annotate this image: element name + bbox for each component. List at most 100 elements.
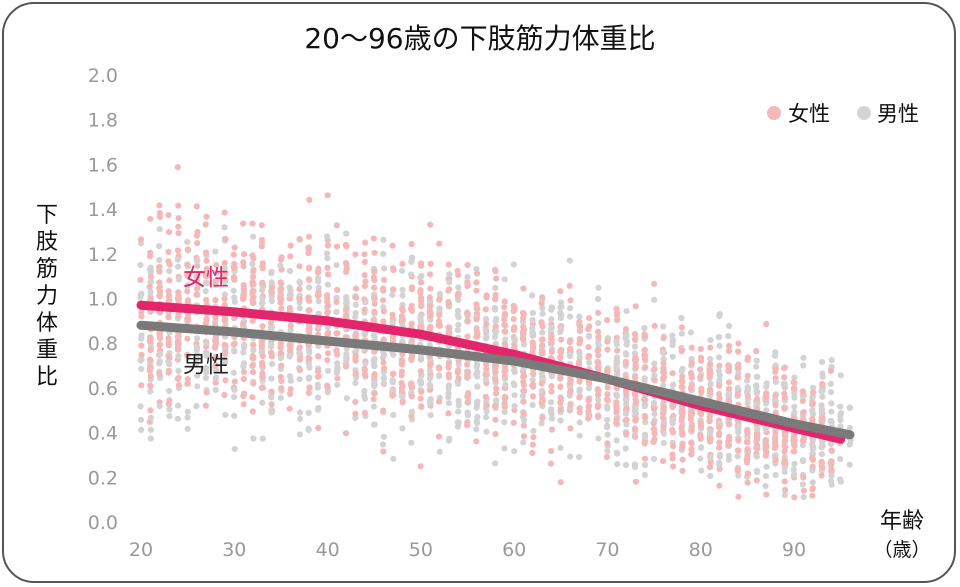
scatter-point — [772, 365, 779, 372]
scatter-point — [156, 330, 163, 337]
scatter-point — [380, 336, 387, 343]
scatter-point — [175, 276, 182, 283]
scatter-point — [548, 415, 556, 422]
scatter-point — [203, 257, 210, 264]
scatter-point — [520, 417, 528, 424]
scatter-point — [258, 243, 265, 250]
scatter-point — [501, 276, 508, 283]
scatter-point — [744, 377, 751, 384]
scatter-point — [240, 375, 247, 383]
scatter-point — [641, 331, 648, 338]
scatter-point — [660, 409, 667, 416]
scatter-point — [240, 320, 247, 327]
scatter-point — [390, 286, 397, 293]
scatter-point — [361, 258, 368, 266]
scatter-point — [762, 425, 769, 432]
scatter-point — [315, 298, 322, 305]
scatter-point — [213, 270, 220, 277]
scatter-point — [334, 351, 341, 358]
scatter-point — [623, 351, 630, 358]
scatter-point — [445, 330, 452, 337]
scatter-point — [539, 305, 546, 312]
scatter-point — [166, 406, 173, 413]
scatter-point — [165, 342, 172, 349]
scatter-point — [408, 254, 416, 261]
scatter-point — [380, 359, 387, 366]
scatter-point — [538, 300, 545, 307]
scatter-point — [603, 424, 611, 431]
scatter-point — [567, 297, 574, 304]
scatter-point — [697, 374, 704, 381]
scatter-point — [725, 333, 732, 340]
scatter-point — [772, 378, 780, 385]
scatter-point — [548, 332, 555, 339]
scatter-point — [800, 362, 807, 369]
scatter-point — [604, 317, 611, 324]
scatter-point — [147, 338, 154, 345]
scatter-point — [241, 341, 248, 348]
scatter-point — [230, 341, 237, 348]
scatter-point — [193, 403, 200, 410]
scatter-point — [147, 274, 154, 281]
scatter-point — [231, 275, 238, 283]
scatter-point — [716, 482, 723, 489]
scatter-point — [614, 312, 621, 319]
scatter-point — [269, 284, 276, 291]
y-tick-label: 0.4 — [88, 423, 118, 445]
scatter-point — [595, 402, 602, 409]
scatter-point — [828, 447, 835, 454]
scatter-point — [697, 435, 704, 442]
scatter-point — [417, 368, 424, 375]
scatter-point — [576, 318, 583, 325]
scatter-point — [306, 284, 313, 291]
scatter-point — [296, 409, 304, 416]
scatter-point — [389, 291, 396, 298]
y-tick-label: 1.8 — [88, 110, 118, 132]
scatter-point — [799, 389, 807, 396]
scatter-point — [809, 467, 816, 474]
scatter-point — [342, 300, 350, 307]
chart-title: 20～96歳の下肢筋力体重比 — [304, 22, 655, 55]
scatter-point — [408, 408, 416, 415]
scatter-point — [370, 235, 377, 242]
scatter-point — [464, 309, 471, 316]
scatter-point — [734, 466, 741, 473]
scatter-point — [212, 386, 219, 394]
scatter-point — [436, 398, 443, 405]
scatter-point — [147, 407, 154, 414]
scatter-point — [725, 348, 733, 355]
scatter-point — [483, 402, 490, 409]
scatter-point — [231, 387, 238, 394]
x-tick-label: 80 — [689, 539, 713, 561]
scatter-point — [306, 349, 313, 356]
scatter-point — [492, 268, 499, 275]
scatter-point — [268, 270, 275, 277]
scatter-point — [371, 284, 378, 291]
scatter-point — [278, 305, 285, 312]
scatter-point — [819, 387, 826, 394]
scatter-point — [547, 460, 555, 467]
scatter-point — [483, 321, 490, 328]
y-axis-label-char: 肢 — [36, 230, 58, 255]
scatter-point — [390, 455, 397, 462]
scatter-point — [156, 243, 163, 250]
scatter-point — [277, 279, 284, 286]
scatter-point — [184, 283, 191, 290]
scatter-point — [418, 297, 425, 305]
scatter-point — [706, 428, 714, 435]
scatter-point — [576, 453, 583, 461]
scatter-point — [240, 282, 247, 289]
scatter-point — [529, 349, 536, 356]
scatter-point — [361, 387, 368, 394]
scatter-point — [147, 288, 154, 296]
scatter-point — [464, 282, 471, 289]
scatter-point — [707, 454, 714, 461]
scatter-point — [278, 362, 285, 369]
scatter-point — [791, 460, 798, 468]
scatter-point — [539, 310, 546, 317]
scatter-point — [716, 362, 723, 369]
y-tick-label: 0.8 — [88, 333, 118, 355]
scatter-point — [370, 357, 377, 364]
scatter-point — [267, 319, 275, 326]
scatter-point — [753, 357, 760, 364]
